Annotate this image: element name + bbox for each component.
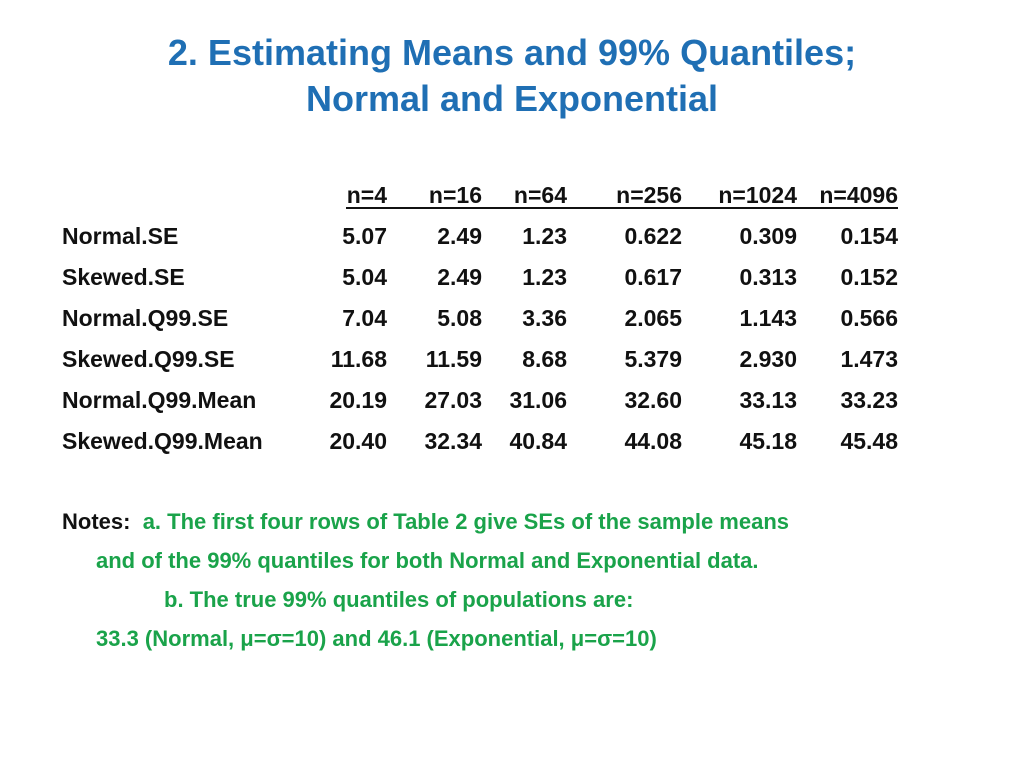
table-cell: 2.065 — [624, 305, 682, 331]
column-header: n=1024 — [718, 182, 797, 208]
note-a: a. The first four rows of Table 2 give S… — [142, 509, 790, 534]
table-cell: 20.40 — [329, 428, 387, 454]
table-cell: 31.06 — [509, 387, 567, 413]
row-label: Normal.Q99.Mean — [62, 387, 257, 413]
table-cell: 1.23 — [522, 264, 567, 290]
row-label: Normal.Q99.SE — [62, 305, 229, 331]
table-cell: 0.617 — [624, 264, 682, 290]
notes-line-1: Notes: a. The first four rows of Table 2… — [62, 502, 789, 541]
table-cell: 0.152 — [840, 264, 898, 290]
table-cell: 20.19 — [329, 387, 387, 413]
row-label: Skewed.SE — [62, 264, 185, 290]
table-cell: 7.04 — [342, 305, 387, 331]
table-cell: 2.49 — [437, 223, 482, 249]
table-cell: 32.34 — [424, 428, 482, 454]
table-cell: 0.622 — [624, 223, 682, 249]
note-a-continued: and of the 99% quantiles for both Normal… — [96, 548, 759, 573]
row-label: Normal.SE — [62, 223, 179, 249]
table-cell: 5.07 — [342, 223, 387, 249]
notes-label: Notes: — [62, 509, 131, 534]
table-cell: 3.36 — [522, 305, 567, 331]
row-label: Skewed.Q99.SE — [62, 346, 235, 372]
title-line-2: Normal and Exponential — [305, 78, 719, 119]
table-cell: 1.23 — [522, 223, 567, 249]
table-cell: 11.68 — [330, 346, 387, 372]
header-underline — [346, 207, 898, 209]
column-header: n=64 — [513, 182, 567, 208]
table-cell: 44.08 — [624, 428, 682, 454]
table-cell: 45.18 — [739, 428, 797, 454]
table-cell: 40.84 — [509, 428, 567, 454]
table-cell: 32.60 — [624, 387, 682, 413]
table-cell: 0.313 — [739, 264, 797, 290]
title-line-1: 2. Estimating Means and 99% Quantiles; — [167, 32, 857, 73]
table-cell: 33.23 — [840, 387, 898, 413]
table-cell: 11.59 — [425, 346, 482, 372]
table-cell: 5.04 — [342, 264, 387, 290]
column-header: n=4096 — [819, 182, 898, 208]
note-b-continued: 33.3 (Normal, μ=σ=10) and 46.1 (Exponent… — [96, 626, 657, 651]
table-cell: 0.154 — [840, 223, 898, 249]
table-cell: 0.309 — [739, 223, 797, 249]
notes: Notes: a. The first four rows of Table 2… — [62, 502, 789, 658]
table-cell: 8.68 — [522, 346, 567, 372]
table-cell: 1.143 — [739, 305, 797, 331]
table-cell: 45.48 — [840, 428, 898, 454]
table-cell: 2.49 — [437, 264, 482, 290]
column-header: n=4 — [346, 182, 387, 208]
slide-title: 2. Estimating Means and 99% Quantiles; N… — [0, 30, 1024, 122]
note-b: b. The true 99% quantiles of populations… — [164, 587, 634, 612]
table-cell: 0.566 — [840, 305, 898, 331]
table-cell: 33.13 — [739, 387, 797, 413]
column-header: n=256 — [616, 182, 682, 208]
row-label: Skewed.Q99.Mean — [62, 428, 263, 454]
table-cell: 5.08 — [437, 305, 482, 331]
table-cell: 2.930 — [739, 346, 797, 372]
table-cell: 27.03 — [424, 387, 482, 413]
table-cell: 5.379 — [624, 346, 682, 372]
column-header: n=16 — [428, 182, 482, 208]
table-cell: 1.473 — [840, 346, 898, 372]
